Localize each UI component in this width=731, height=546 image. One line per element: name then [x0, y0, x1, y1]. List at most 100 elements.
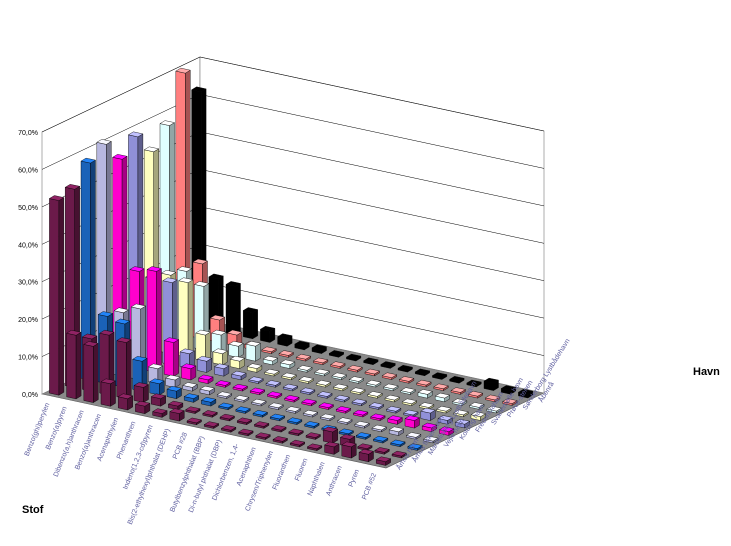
bar — [166, 385, 183, 400]
bar — [233, 395, 250, 403]
bar — [322, 426, 339, 444]
bar — [357, 443, 373, 451]
bar-top — [162, 277, 178, 283]
bar-top — [278, 350, 295, 356]
bar — [304, 421, 320, 429]
bar — [502, 398, 518, 406]
bar-top — [335, 406, 352, 412]
bar — [259, 325, 276, 343]
bar — [199, 385, 216, 396]
bar-top — [160, 269, 177, 276]
bar-top — [517, 388, 534, 395]
bar — [317, 391, 333, 399]
bar — [251, 398, 267, 407]
bar — [469, 402, 485, 410]
bar — [380, 361, 396, 369]
bar-top — [166, 385, 183, 392]
bar-top — [176, 266, 193, 272]
bar — [400, 387, 416, 395]
bar-top — [213, 363, 230, 369]
bar-top — [269, 413, 286, 420]
category-label: Anthracen — [325, 465, 343, 497]
bar-side — [126, 339, 132, 400]
bar-front — [225, 284, 236, 336]
bar-top — [398, 376, 415, 382]
bar-top — [262, 355, 279, 362]
bar-top — [397, 364, 414, 371]
bar-top — [400, 387, 416, 393]
bar-top — [252, 410, 269, 416]
bar — [294, 340, 310, 351]
bar-top — [438, 426, 455, 432]
bar-top — [367, 391, 383, 397]
bar-top — [374, 447, 390, 453]
bar — [318, 402, 335, 410]
bar-front — [181, 366, 192, 381]
bar-top — [420, 407, 436, 414]
bar-top — [351, 398, 368, 405]
bar-front — [228, 343, 239, 358]
bar — [236, 417, 253, 426]
bar-top — [180, 363, 197, 370]
bar-top — [388, 426, 405, 433]
bar-front — [83, 344, 94, 403]
bar — [238, 428, 254, 437]
y-tick-label: 60,0% — [18, 167, 38, 174]
bar-top — [294, 340, 310, 347]
bar-top — [246, 363, 263, 369]
bar-top — [208, 273, 224, 280]
bar — [203, 421, 220, 429]
bar-top — [319, 413, 336, 420]
bar-top — [80, 157, 97, 164]
bar — [211, 329, 227, 355]
bar — [486, 405, 502, 414]
bar-top — [218, 402, 234, 409]
y-axis-ticks: 0,0% 10,0% 20,0% 30,0% 40,0% 50,0% 60,0% 70,0% — [18, 130, 38, 399]
bar-top — [186, 417, 203, 424]
bar-front — [178, 280, 189, 358]
bar-top — [407, 443, 423, 449]
bar-front — [116, 340, 127, 400]
bar — [337, 417, 353, 425]
bar-top — [175, 67, 191, 74]
bar-top — [64, 184, 81, 190]
bar — [364, 368, 381, 377]
bar — [385, 406, 402, 414]
bar — [220, 425, 237, 433]
bar-top — [383, 383, 399, 390]
bar-top — [289, 439, 306, 446]
category-label: Naphthalen — [307, 461, 327, 497]
bar-top — [220, 425, 237, 431]
bar-front — [242, 310, 253, 340]
bar — [264, 368, 280, 377]
bar-top — [165, 374, 181, 381]
bar-front — [196, 358, 207, 373]
bar — [229, 355, 246, 370]
bar-top — [381, 372, 398, 378]
bar-top — [226, 329, 243, 336]
y-tick-label: 40,0% — [18, 242, 38, 249]
bar — [431, 372, 448, 380]
bar — [232, 383, 249, 392]
chart-bars — [48, 67, 534, 466]
bar — [235, 406, 251, 414]
bar-top — [318, 402, 335, 408]
bar-top — [417, 389, 434, 395]
y-tick-label: 0,0% — [22, 392, 38, 399]
bar — [414, 368, 431, 377]
bar-top — [484, 394, 501, 401]
bar-top — [486, 405, 502, 412]
bar — [334, 394, 350, 403]
bar — [271, 424, 287, 433]
bar — [466, 379, 482, 388]
bar-top — [449, 376, 465, 382]
bar — [288, 428, 304, 437]
bar — [351, 398, 368, 407]
bar — [352, 409, 369, 418]
bar — [387, 415, 403, 425]
bar — [328, 350, 345, 358]
bar-top — [368, 402, 385, 408]
bar-top — [150, 393, 167, 399]
bar — [117, 393, 134, 411]
bar-top — [416, 379, 432, 386]
